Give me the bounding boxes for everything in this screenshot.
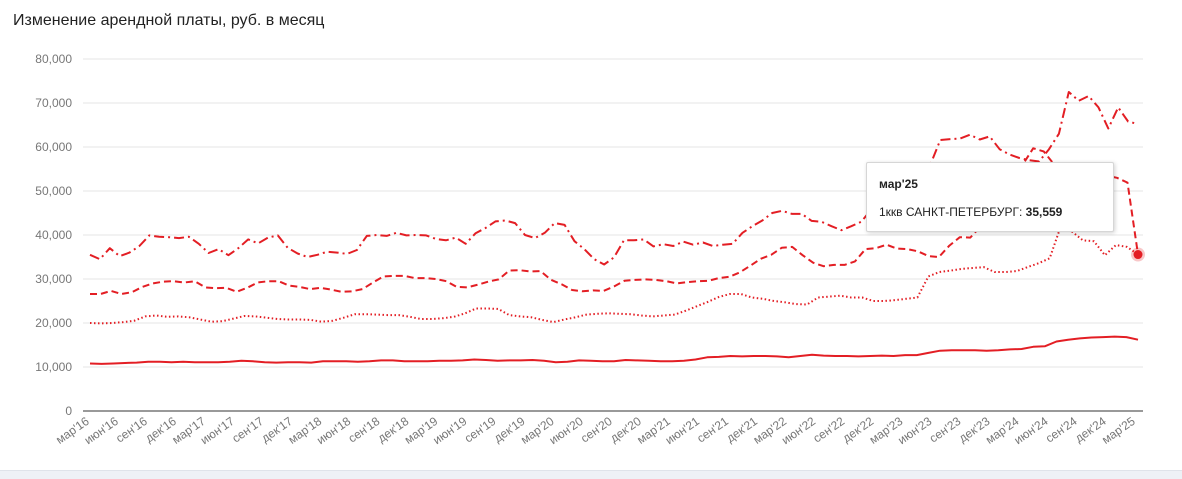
x-tick-label: июн'22 [779,414,818,447]
y-tick-label: 80,000 [35,52,72,66]
x-tick-label: июн'17 [198,414,237,447]
x-tick-label: июн'18 [314,414,353,447]
x-tick-label: сен'17 [229,414,266,446]
x-tick-label: сен'23 [927,414,964,446]
y-tick-label: 40,000 [35,228,72,242]
y-axis-tick-labels: 0 10,000 20,000 30,000 40,000 50,000 60,000 70,… [35,52,72,418]
x-tick-label: сен'19 [462,414,499,446]
x-tick-label: сен'20 [578,414,615,446]
x-tick-label: мар'25 [1099,414,1138,447]
tooltip: мар'25 1ккв САНКТ-ПЕТЕРБУРГ: 35,559 [866,162,1114,232]
series-line-dotted[interactable] [89,225,1139,325]
x-tick-label: июн'16 [82,414,121,447]
tooltip-series-name: 1ккв САНКТ-ПЕТЕРБУРГ [879,205,1019,219]
y-tick-label: 50,000 [35,184,72,198]
tooltip-row: 1ккв САНКТ-ПЕТЕРБУРГ: 35,559 [879,205,1101,219]
gridlines [83,58,1143,368]
y-tick-label: 60,000 [35,140,72,154]
x-tick-label: июн'20 [547,414,586,447]
x-tick-label: сен'24 [1043,414,1080,446]
x-tick-label: сен'18 [346,414,383,446]
x-tick-label: сен'22 [811,414,848,446]
x-tick-label: июн'24 [1011,414,1050,447]
page-footer-bar [0,470,1182,479]
series-line-dashed[interactable] [90,147,1139,295]
series-line-dashdot[interactable] [89,91,1139,266]
y-tick-label: 70,000 [35,96,72,110]
x-tick-label: сен'16 [113,414,150,446]
tooltip-title: мар'25 [879,177,918,191]
highlight-point[interactable] [1133,250,1143,260]
x-tick-label: июн'19 [430,414,469,447]
y-tick-label: 30,000 [35,272,72,286]
series-lines [89,91,1139,365]
tooltip-value: 35,559 [1025,205,1063,219]
tooltip-separator: : [1018,205,1026,219]
y-tick-label: 20,000 [35,316,72,330]
chart-title: Изменение арендной платы, руб. в месяц [13,12,325,29]
x-tick-label: сен'21 [694,414,731,446]
series-line-solid[interactable] [89,335,1139,365]
x-tick-label: июн'23 [895,414,934,447]
y-tick-label: 10,000 [35,360,72,374]
highlight-marker-layer [1131,247,1145,262]
x-axis-tick-labels: мар'16июн'16сен'16дек'16мар'17июн'17сен'… [53,414,1138,447]
y-tick-label: 0 [65,404,72,418]
x-tick-label: июн'21 [663,414,702,447]
